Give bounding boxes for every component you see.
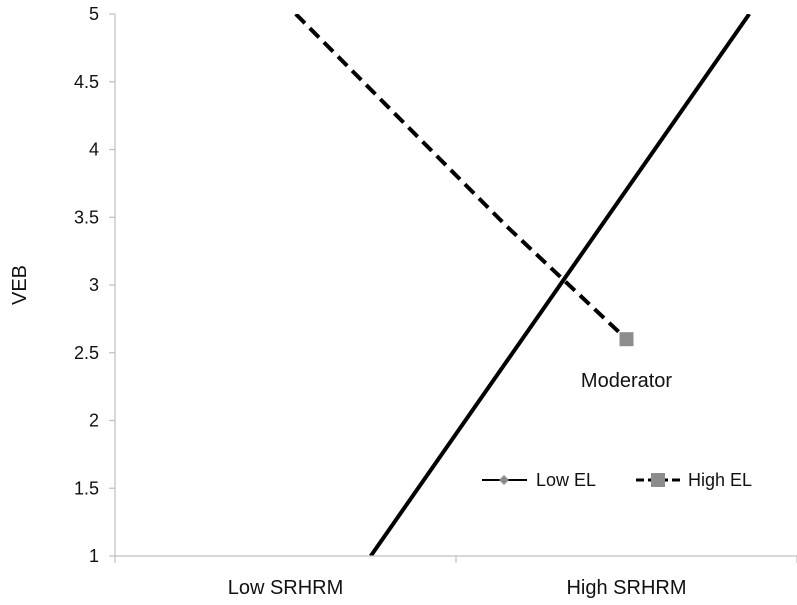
x-category-label: High SRHRM	[566, 577, 686, 599]
legend-label-low-el: Low EL	[536, 470, 596, 490]
y-tick-label: 1	[89, 546, 99, 566]
y-tick-label: 4.5	[74, 72, 99, 92]
y-axis-title: VEB	[9, 265, 31, 305]
x-ticks: Low SRHRM High SRHRM	[114, 556, 797, 599]
y-tick-label: 5	[89, 4, 99, 24]
y-tick-label: 4	[89, 140, 99, 160]
y-ticks: 1 1.5 2 2.5 3 3.5 4 4.5 5	[74, 4, 115, 566]
y-tick-label: 2.5	[74, 343, 99, 363]
y-tick-label: 1.5	[74, 478, 99, 498]
legend: Low EL High EL	[482, 470, 752, 490]
high-el-point-marker	[619, 332, 634, 347]
moderator-annotation: Moderator	[581, 370, 672, 392]
plot-lines	[294, 14, 751, 556]
legend-marker-low-el	[499, 475, 509, 485]
y-tick-label: 2	[89, 411, 99, 431]
legend-marker-high-el	[651, 473, 665, 487]
x-category-label: Low SRHRM	[228, 577, 344, 599]
series-line-low-el	[369, 14, 751, 556]
y-tick-label: 3.5	[74, 207, 99, 227]
y-tick-label: 3	[89, 275, 99, 295]
series-line-high-el	[294, 14, 628, 341]
legend-label-high-el: High EL	[688, 470, 752, 490]
